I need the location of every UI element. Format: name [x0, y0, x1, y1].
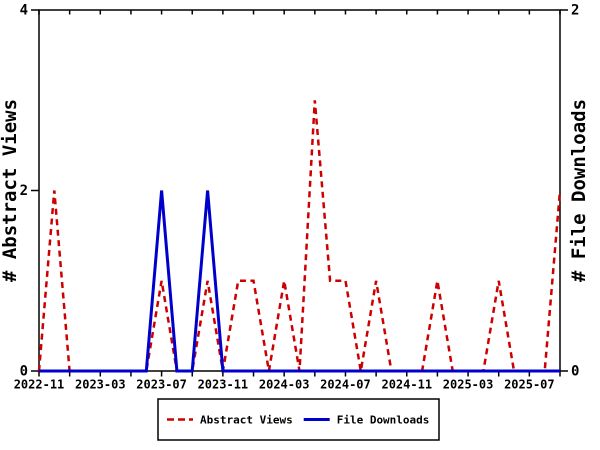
x-tick-label: 2023-11: [198, 378, 249, 392]
y-tick-label-right: 0: [571, 364, 579, 380]
right-axis-title: # File Downloads: [568, 99, 590, 282]
legend-label-file-downloads: File Downloads: [337, 414, 430, 427]
legend-box: [157, 398, 440, 441]
x-tick-label: 2023-07: [136, 378, 187, 392]
x-tick-label: 2022-11: [14, 378, 65, 392]
x-tick-label: 2024-07: [320, 378, 371, 392]
legend-label-abstract-views: Abstract Views: [200, 414, 293, 427]
x-tick-label: 2023-03: [75, 378, 126, 392]
y-tick-label-left: 4: [20, 3, 28, 19]
x-tick-label: 2024-03: [259, 378, 310, 392]
y-tick-label-left: 2: [20, 183, 28, 199]
y-tick-label-right: 2: [571, 3, 579, 19]
left-axis-title: # Abstract Views: [0, 99, 21, 282]
x-tick-label: 2024-11: [381, 378, 432, 392]
x-tick-label: 2025-03: [443, 378, 494, 392]
x-tick-label: 2025-07: [504, 378, 555, 392]
y-tick-label-left: 0: [20, 364, 28, 380]
file-downloads-line: [39, 190, 560, 373]
